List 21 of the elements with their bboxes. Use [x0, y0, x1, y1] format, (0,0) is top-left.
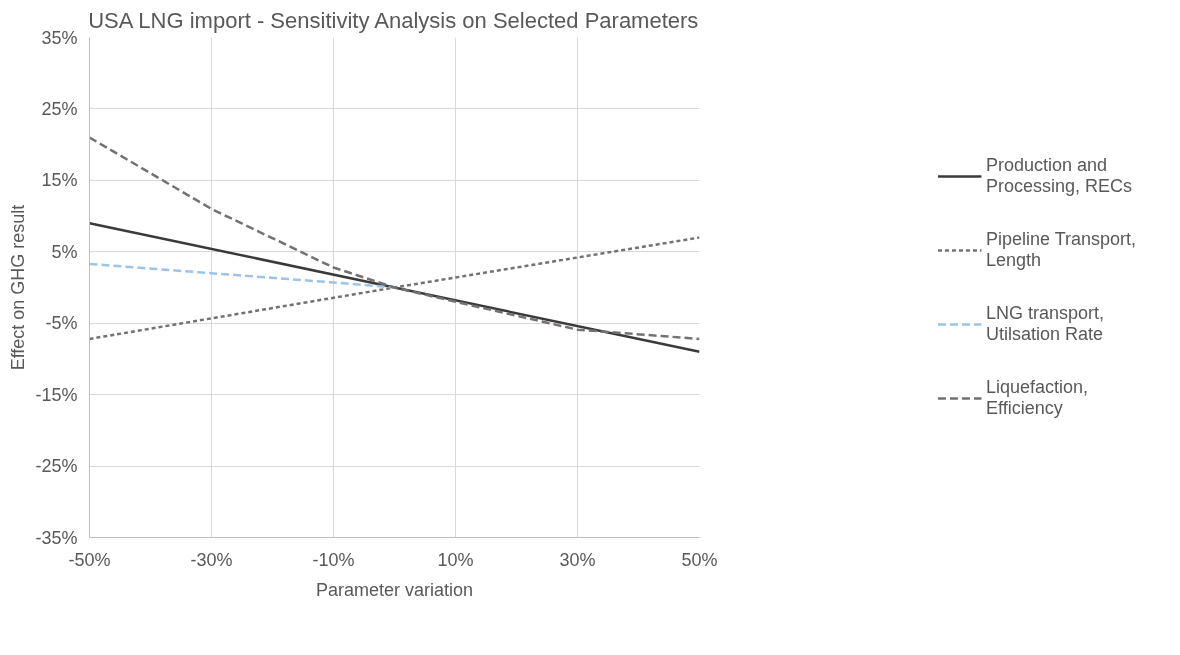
- legend-label: LNG transport, Utilsation Rate: [985, 302, 1104, 346]
- legend-label: Pipeline Transport, Length: [985, 228, 1137, 272]
- x-tick-label: 10%: [437, 549, 474, 570]
- y-tick-label: 25%: [41, 98, 78, 119]
- y-tick-label: -15%: [35, 384, 78, 405]
- y-tick-label: -5%: [45, 313, 78, 334]
- y-axis-title: Effect on GHG result: [7, 204, 28, 371]
- y-tick-label: -35%: [35, 527, 78, 548]
- x-tick-label: -50%: [68, 549, 111, 570]
- y-tick-label: 5%: [51, 241, 78, 262]
- x-axis-title: Parameter variation: [315, 579, 474, 600]
- legend-label: Production and Processing, RECs: [985, 154, 1133, 198]
- y-tick-label: 15%: [41, 170, 78, 191]
- y-tick-label: 35%: [41, 27, 78, 48]
- x-tick-label: 50%: [681, 549, 718, 570]
- legend-label: Liquefaction, Efficiency: [985, 376, 1089, 420]
- x-tick-label: -10%: [312, 549, 355, 570]
- chart-title: USA LNG import - Sensitivity Analysis on Selected Parameters: [88, 7, 699, 33]
- x-tick-label: 30%: [559, 549, 596, 570]
- y-tick-label: -25%: [35, 456, 78, 477]
- x-tick-label: -30%: [190, 549, 233, 570]
